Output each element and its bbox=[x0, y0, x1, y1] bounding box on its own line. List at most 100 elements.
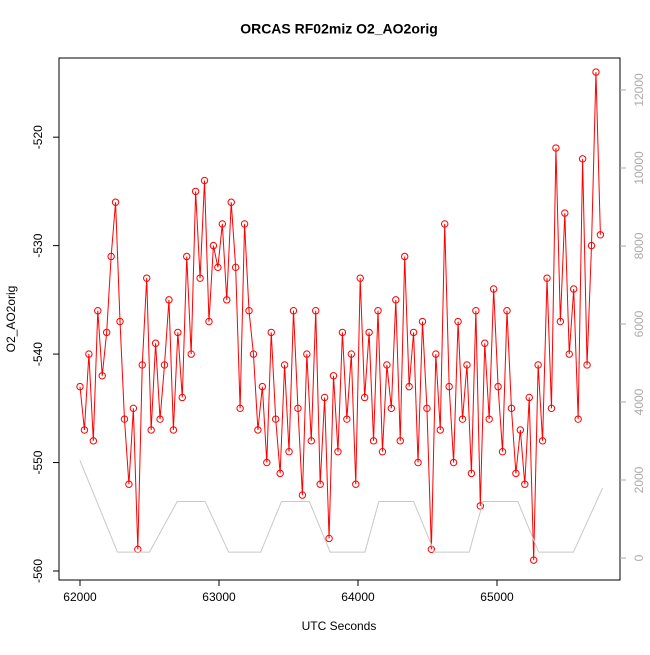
data-point bbox=[498, 447, 507, 456]
data-point bbox=[338, 328, 347, 337]
data-point bbox=[98, 372, 106, 380]
data-point bbox=[196, 274, 204, 282]
data-point bbox=[160, 361, 169, 369]
data-point bbox=[476, 502, 485, 510]
data-point bbox=[94, 307, 102, 315]
data-point bbox=[454, 317, 462, 326]
data-point bbox=[529, 556, 538, 564]
data-point bbox=[587, 241, 596, 250]
data-point bbox=[276, 469, 284, 478]
data-point bbox=[427, 545, 436, 554]
data-point bbox=[449, 458, 458, 467]
data-point bbox=[463, 361, 471, 369]
data-point bbox=[396, 437, 404, 445]
data-point bbox=[583, 361, 591, 369]
data-point bbox=[143, 274, 151, 282]
data-point bbox=[285, 447, 293, 456]
data-point bbox=[507, 404, 516, 413]
data-point bbox=[325, 534, 333, 543]
data-point bbox=[200, 176, 209, 185]
y-tick-label: -550 bbox=[31, 450, 45, 474]
data-point bbox=[343, 415, 351, 423]
data-point bbox=[516, 426, 525, 434]
data-point bbox=[472, 307, 480, 315]
data-point bbox=[294, 404, 302, 413]
data-point bbox=[494, 382, 502, 391]
data-point bbox=[418, 317, 427, 326]
data-point bbox=[76, 382, 84, 391]
data-point bbox=[316, 480, 324, 488]
data-point bbox=[503, 307, 511, 315]
data-point bbox=[209, 241, 218, 250]
data-point bbox=[423, 404, 431, 413]
y2-tick-label: 8000 bbox=[632, 232, 646, 259]
y-tick-label: -530 bbox=[31, 233, 45, 257]
data-point bbox=[120, 415, 129, 423]
data-point bbox=[405, 382, 413, 391]
y-axis-label: O2_AO2orig bbox=[4, 286, 18, 353]
data-point bbox=[489, 285, 498, 293]
data-point bbox=[298, 491, 307, 499]
data-point bbox=[227, 198, 235, 206]
data-point bbox=[191, 187, 200, 196]
data-point bbox=[445, 382, 453, 391]
data-point bbox=[374, 307, 382, 315]
data-point bbox=[178, 393, 186, 402]
series-line bbox=[79, 460, 604, 553]
x-tick-label: 65000 bbox=[480, 590, 514, 604]
data-point bbox=[347, 350, 356, 358]
data-point bbox=[409, 328, 418, 337]
data-point bbox=[383, 361, 391, 369]
data-point bbox=[307, 437, 315, 445]
data-point bbox=[187, 350, 195, 358]
data-point bbox=[574, 415, 582, 423]
data-point bbox=[365, 328, 373, 337]
data-point bbox=[147, 426, 155, 434]
data-point bbox=[543, 274, 551, 282]
y2-tick-label: 0 bbox=[632, 554, 646, 561]
data-point bbox=[156, 415, 164, 423]
chart-title: ORCAS RF02miz O2_AO2orig bbox=[240, 21, 438, 37]
data-point bbox=[125, 480, 133, 488]
data-point bbox=[169, 426, 178, 434]
data-point bbox=[436, 426, 444, 434]
data-point bbox=[378, 447, 387, 456]
data-point bbox=[432, 350, 440, 358]
data-point bbox=[138, 361, 146, 369]
data-point bbox=[240, 220, 249, 228]
data-point bbox=[400, 252, 409, 261]
data-point bbox=[481, 339, 489, 347]
y2-tick-label: 12000 bbox=[632, 73, 646, 107]
data-point bbox=[538, 437, 547, 445]
data-point bbox=[525, 393, 533, 402]
data-point bbox=[552, 144, 560, 152]
data-point bbox=[521, 480, 529, 488]
data-point bbox=[578, 155, 587, 163]
data-point bbox=[85, 350, 93, 358]
data-point bbox=[596, 231, 605, 239]
series-line bbox=[79, 72, 601, 561]
data-point bbox=[102, 328, 111, 337]
data-point bbox=[547, 404, 556, 413]
y-tick-label: -520 bbox=[31, 125, 45, 149]
data-point bbox=[214, 263, 222, 272]
data-point bbox=[565, 350, 573, 358]
data-point bbox=[151, 339, 160, 347]
data-point bbox=[205, 317, 213, 326]
data-point bbox=[485, 415, 493, 423]
data-point bbox=[223, 296, 231, 304]
x-tick-label: 62000 bbox=[63, 590, 97, 604]
y-tick-label: -540 bbox=[31, 342, 45, 366]
data-point bbox=[254, 426, 262, 434]
data-point bbox=[360, 393, 369, 402]
x-tick-label: 63000 bbox=[202, 590, 236, 604]
y2-tick-label: 10000 bbox=[632, 151, 646, 185]
data-point bbox=[289, 307, 298, 315]
x-tick-label: 64000 bbox=[341, 590, 375, 604]
data-point bbox=[320, 393, 329, 402]
data-point bbox=[174, 328, 182, 337]
data-point bbox=[458, 415, 467, 423]
data-point bbox=[280, 361, 289, 369]
data-point bbox=[369, 437, 378, 445]
